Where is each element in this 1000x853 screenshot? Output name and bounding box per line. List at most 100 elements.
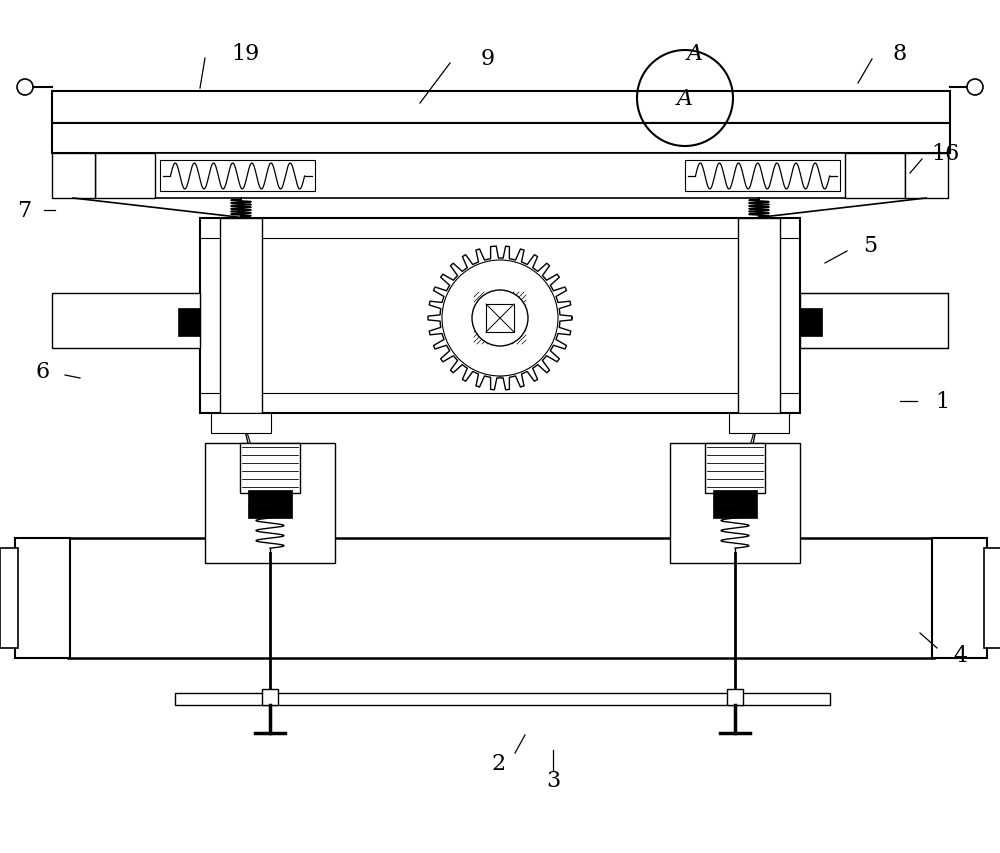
Circle shape	[529, 309, 532, 312]
Bar	[713, 504, 757, 519]
Circle shape	[460, 328, 463, 330]
Circle shape	[475, 358, 478, 362]
Circle shape	[481, 286, 484, 289]
Circle shape	[533, 337, 536, 340]
Circle shape	[537, 339, 540, 342]
Circle shape	[470, 289, 473, 292]
Text: 4: 4	[953, 644, 967, 666]
Circle shape	[477, 279, 480, 282]
Circle shape	[464, 297, 467, 300]
Bar	[68, 538, 934, 659]
Circle shape	[510, 360, 513, 363]
Circle shape	[470, 345, 473, 348]
Circle shape	[453, 291, 456, 294]
Circle shape	[537, 307, 540, 310]
Circle shape	[499, 273, 502, 276]
Circle shape	[541, 328, 544, 332]
Circle shape	[464, 308, 467, 310]
Circle shape	[514, 345, 518, 348]
Circle shape	[530, 299, 533, 302]
Circle shape	[545, 305, 548, 308]
Circle shape	[530, 335, 533, 338]
Circle shape	[455, 317, 458, 320]
Circle shape	[545, 329, 548, 333]
Circle shape	[447, 317, 450, 320]
Bar	[932, 538, 987, 659]
Circle shape	[467, 348, 470, 351]
Bar	[52, 293, 200, 349]
Circle shape	[530, 317, 534, 320]
Circle shape	[526, 301, 529, 305]
Circle shape	[508, 282, 511, 286]
Circle shape	[473, 343, 476, 345]
Circle shape	[482, 345, 486, 348]
Circle shape	[482, 289, 486, 293]
Circle shape	[499, 365, 502, 368]
Circle shape	[456, 328, 459, 332]
Circle shape	[473, 363, 476, 365]
Circle shape	[550, 317, 554, 320]
Bar	[175, 693, 830, 705]
Bar	[0, 548, 18, 648]
Bar	[729, 414, 789, 433]
Circle shape	[533, 297, 536, 300]
Circle shape	[462, 354, 465, 357]
Circle shape	[511, 363, 514, 367]
Bar	[240, 444, 300, 493]
Text: 16: 16	[931, 142, 959, 165]
Circle shape	[458, 317, 462, 320]
Circle shape	[471, 334, 474, 336]
Circle shape	[476, 294, 479, 298]
Circle shape	[521, 339, 524, 343]
Circle shape	[508, 351, 511, 355]
Circle shape	[490, 348, 493, 351]
Circle shape	[479, 282, 482, 286]
Bar	[200, 218, 800, 414]
Circle shape	[507, 348, 510, 351]
Circle shape	[542, 317, 546, 320]
Circle shape	[464, 337, 467, 340]
Bar	[685, 161, 840, 192]
Circle shape	[460, 295, 463, 299]
Circle shape	[451, 317, 454, 320]
Circle shape	[467, 335, 470, 338]
Circle shape	[479, 351, 482, 355]
Circle shape	[532, 283, 535, 287]
Text: A: A	[687, 43, 703, 65]
Bar	[220, 218, 262, 414]
Bar	[705, 444, 765, 493]
Bar	[727, 689, 743, 705]
Bar	[248, 504, 292, 519]
Circle shape	[499, 270, 502, 272]
Circle shape	[457, 341, 460, 344]
Circle shape	[540, 341, 543, 344]
Circle shape	[462, 281, 465, 283]
Circle shape	[520, 279, 524, 282]
Circle shape	[518, 282, 522, 286]
Circle shape	[499, 349, 502, 352]
Circle shape	[524, 292, 527, 294]
Circle shape	[487, 360, 490, 363]
Circle shape	[486, 363, 489, 367]
Bar	[262, 689, 278, 705]
Circle shape	[544, 343, 547, 346]
Circle shape	[489, 282, 492, 286]
Bar	[205, 444, 335, 563]
Circle shape	[453, 343, 456, 346]
Circle shape	[534, 317, 538, 320]
Text: 2: 2	[491, 752, 505, 774]
Circle shape	[511, 270, 514, 274]
Circle shape	[485, 368, 488, 370]
Circle shape	[538, 317, 542, 320]
Bar	[15, 538, 70, 659]
Circle shape	[465, 351, 468, 354]
Circle shape	[452, 329, 455, 333]
Circle shape	[486, 270, 489, 274]
Bar	[52, 124, 950, 154]
Bar	[984, 548, 1000, 648]
Bar	[95, 154, 155, 199]
Circle shape	[476, 339, 479, 343]
Bar	[178, 309, 200, 337]
Circle shape	[540, 293, 543, 296]
Circle shape	[467, 317, 470, 320]
